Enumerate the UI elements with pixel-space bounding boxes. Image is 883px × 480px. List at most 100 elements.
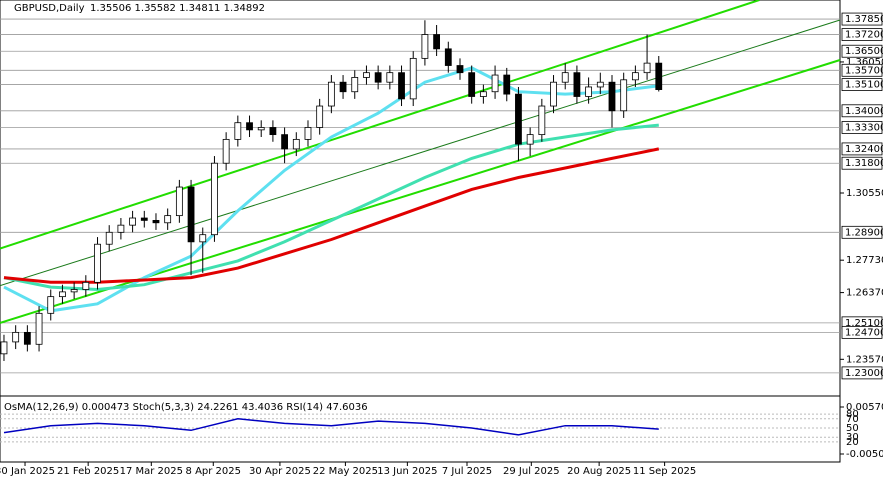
moving-average bbox=[3, 123, 659, 292]
level-label: 1.28900 bbox=[845, 227, 883, 238]
level-box bbox=[841, 225, 883, 239]
candle-body bbox=[117, 224, 125, 233]
candle-body bbox=[281, 134, 288, 150]
candle-body bbox=[561, 72, 569, 83]
level-box bbox=[841, 44, 883, 58]
candle-body bbox=[550, 81, 557, 107]
rsi-line bbox=[3, 418, 659, 436]
level-box bbox=[841, 104, 883, 118]
candle-body bbox=[140, 217, 148, 221]
x-tick-label: 30 Jan 2025 bbox=[0, 466, 55, 477]
candle-body bbox=[257, 127, 265, 131]
level-label: 1.33300 bbox=[845, 122, 883, 133]
candle-body bbox=[316, 105, 324, 128]
level-label: 1.37200 bbox=[845, 30, 883, 41]
candle-body bbox=[175, 186, 183, 217]
indicator-title: OsMA(12,26,9) 0.000473 Stoch(5,3,3) 24.2… bbox=[4, 402, 368, 413]
level-label: 1.35700 bbox=[845, 65, 883, 76]
candle-body bbox=[129, 217, 136, 226]
candle-body bbox=[35, 312, 43, 345]
indicator-tick-label: 70 bbox=[846, 414, 859, 425]
candle-body bbox=[620, 79, 628, 112]
indicator-tick-label: 80 bbox=[846, 409, 859, 420]
candle-body bbox=[351, 77, 359, 93]
osma-tick-label: 0.005700 bbox=[846, 402, 883, 413]
candle-body bbox=[339, 81, 347, 93]
level-label: 1.34000 bbox=[845, 106, 883, 117]
indicator-tick-label: 30 bbox=[846, 432, 859, 443]
candle-body bbox=[70, 289, 78, 293]
level-label: 1.24700 bbox=[845, 327, 883, 338]
candle-body bbox=[409, 57, 417, 100]
x-tick-label: 17 Mar 2025 bbox=[120, 466, 183, 477]
x-tick-label: 20 Aug 2025 bbox=[567, 466, 631, 477]
x-tick-label: 13 Jun 2025 bbox=[377, 466, 437, 477]
x-tick-label: 8 Apr 2025 bbox=[186, 466, 241, 477]
candle-body bbox=[491, 74, 499, 93]
candle-body bbox=[526, 134, 534, 145]
candle-body bbox=[222, 138, 230, 164]
level-box bbox=[841, 63, 883, 77]
candle-body bbox=[421, 34, 429, 59]
candle-body bbox=[304, 127, 312, 140]
candle-body bbox=[374, 72, 382, 83]
level-box bbox=[841, 142, 883, 156]
candle-body bbox=[433, 34, 441, 50]
x-tick-label: 21 Feb 2025 bbox=[57, 466, 119, 477]
level-label: 1.35100 bbox=[845, 80, 883, 91]
candle-body bbox=[596, 81, 604, 88]
candle-body bbox=[643, 62, 651, 74]
candle-body bbox=[152, 219, 160, 224]
candle-body bbox=[631, 72, 639, 81]
candle-body bbox=[327, 81, 335, 107]
candle-body bbox=[59, 291, 66, 298]
x-tick-label: 7 Jul 2025 bbox=[442, 466, 492, 477]
x-tick-label: 11 Sep 2025 bbox=[633, 466, 696, 477]
chart-title: GBPUSD,Daily bbox=[14, 3, 85, 14]
candle-body bbox=[479, 91, 487, 97]
candle-body bbox=[12, 331, 20, 343]
candle-body bbox=[164, 215, 172, 224]
level-label: 1.23000 bbox=[845, 368, 883, 379]
y-tick-label: 1.27730 bbox=[846, 255, 883, 266]
candle-body bbox=[82, 281, 90, 290]
candle-body bbox=[573, 72, 581, 97]
candle-body bbox=[456, 65, 464, 74]
candle-body bbox=[269, 127, 277, 136]
level-box bbox=[841, 78, 883, 91]
candle-body bbox=[444, 48, 452, 66]
candle-body bbox=[246, 122, 253, 131]
level-box bbox=[841, 366, 883, 380]
level-label: 1.37850 bbox=[845, 14, 883, 25]
candle-body bbox=[105, 231, 113, 245]
candle-body bbox=[292, 138, 300, 150]
osma-tick-label: -0.005002 bbox=[846, 449, 883, 460]
candle-body bbox=[398, 72, 405, 100]
level-label: 1.32400 bbox=[845, 144, 883, 155]
candle-body bbox=[23, 331, 31, 345]
candle-body bbox=[655, 62, 663, 90]
level-box bbox=[841, 28, 883, 41]
candle-body bbox=[585, 86, 593, 97]
candle-body bbox=[468, 72, 476, 97]
x-tick-label: 22 May 2025 bbox=[313, 466, 378, 477]
candle-body bbox=[0, 341, 8, 355]
candle-body bbox=[515, 93, 522, 145]
candle-body bbox=[538, 105, 546, 136]
y-tick-label: 1.36050 bbox=[846, 57, 883, 68]
candle-body bbox=[608, 81, 616, 112]
indicator-tick-label: 20 bbox=[846, 437, 859, 448]
candle-body bbox=[363, 72, 370, 78]
level-box bbox=[841, 12, 883, 26]
level-box bbox=[841, 156, 883, 170]
moving-average bbox=[3, 147, 660, 284]
moving-average bbox=[3, 66, 659, 313]
candle-body bbox=[386, 72, 394, 83]
y-tick-label: 1.26370 bbox=[846, 288, 883, 299]
level-box bbox=[841, 325, 883, 339]
x-tick-label: 29 Jul 2025 bbox=[503, 466, 560, 477]
indicator-tick-label: 50 bbox=[846, 423, 859, 434]
candle-body bbox=[47, 296, 55, 314]
x-tick-label: 30 Apr 2025 bbox=[249, 466, 311, 477]
